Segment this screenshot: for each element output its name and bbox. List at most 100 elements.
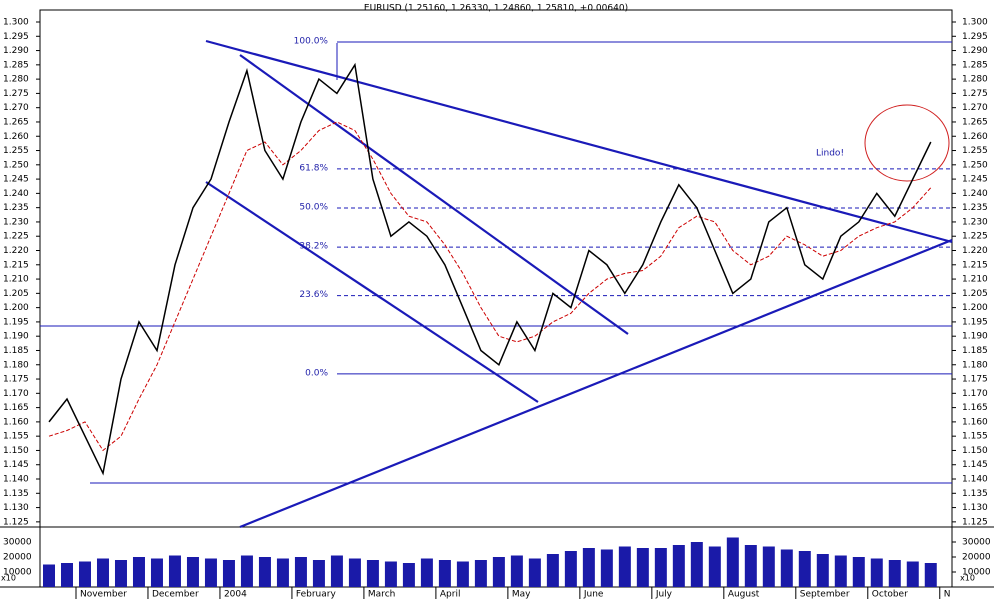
- volume-bar: [924, 563, 937, 587]
- fib-label: 100.0%: [294, 36, 329, 46]
- fib-label: 50.0%: [299, 202, 328, 212]
- volume-bar: [294, 557, 307, 587]
- y-tick-label: 1.270: [3, 103, 29, 113]
- y-tick-label: 1.260: [962, 132, 988, 142]
- y-tick-label: 1.125: [3, 517, 29, 527]
- x-tick-label: October: [872, 590, 908, 599]
- x-tick-label: 2004: [224, 590, 247, 599]
- highlight-circle: [864, 104, 950, 182]
- volume-bar: [816, 554, 829, 587]
- price-line: [48, 62, 932, 476]
- trendline: [239, 54, 629, 335]
- y-tick-label: 1.240: [962, 189, 988, 199]
- y-tick-label: 1.165: [962, 403, 988, 413]
- volume-bar: [168, 555, 181, 587]
- y-tick-label: 1.290: [3, 46, 29, 56]
- y-tick-label: 1.250: [962, 160, 988, 170]
- y-tick-label: 1.235: [962, 203, 988, 213]
- volume-bar: [870, 558, 883, 587]
- x-tick-label: March: [368, 590, 395, 599]
- volume-bar: [222, 560, 235, 587]
- volume-bar: [834, 555, 847, 587]
- y-tick-label: 1.295: [962, 32, 988, 42]
- chart-title: EURUSD (1.25160, 1.26330, 1.24860, 1.258…: [364, 4, 628, 14]
- volume-bar: [744, 545, 757, 587]
- y-tick-label: 1.135: [962, 489, 988, 499]
- volume-bar: [42, 564, 55, 587]
- trendline: [239, 238, 953, 529]
- y-tick-label: 1.185: [3, 346, 29, 356]
- y-tick-label: 1.220: [962, 246, 988, 256]
- volume-bar: [654, 548, 667, 587]
- y-tick-label: 1.180: [962, 360, 988, 370]
- volume-bar: [114, 560, 127, 587]
- volume-bar: [384, 561, 397, 587]
- volume-bar: [150, 558, 163, 587]
- y-tick-label: 1.165: [3, 403, 29, 413]
- volume-bar: [438, 560, 451, 587]
- y-tick-label: 1.210: [962, 275, 988, 285]
- y-tick-label: 1.155: [962, 432, 988, 442]
- volume-bar: [546, 554, 559, 587]
- volume-bar: [708, 546, 721, 587]
- volume-unit: x10: [960, 574, 975, 583]
- volume-bar: [78, 561, 91, 587]
- y-tick-label: 1.155: [3, 432, 29, 442]
- annotation: Lindo!: [816, 149, 844, 159]
- y-tick-label: 1.300: [962, 17, 988, 27]
- y-tick-label: 1.200: [3, 303, 29, 313]
- y-tick-label: 1.185: [962, 346, 988, 356]
- trendline: [205, 39, 953, 244]
- volume-tick-label: 30000: [962, 538, 991, 548]
- volume-bar: [510, 555, 523, 587]
- volume-bar: [276, 558, 289, 587]
- volume-bar: [906, 561, 919, 587]
- volume-bar: [474, 560, 487, 587]
- volume-unit: x10: [1, 574, 16, 583]
- y-tick-label: 1.145: [3, 460, 29, 470]
- volume-bar: [132, 557, 145, 587]
- trendline: [205, 181, 539, 403]
- y-tick-label: 1.205: [3, 289, 29, 299]
- y-tick-label: 1.240: [3, 189, 29, 199]
- y-tick-label: 1.160: [962, 417, 988, 427]
- y-tick-label: 1.225: [3, 232, 29, 242]
- fib-label: 23.6%: [299, 290, 328, 300]
- volume-bar: [348, 558, 361, 587]
- y-tick-label: 1.175: [3, 375, 29, 385]
- fib-label: 61.8%: [299, 163, 328, 173]
- y-tick-label: 1.235: [3, 203, 29, 213]
- y-tick-label: 1.280: [962, 75, 988, 85]
- y-tick-label: 1.245: [3, 175, 29, 185]
- y-tick-label: 1.300: [3, 17, 29, 27]
- volume-bar: [618, 546, 631, 587]
- volume-bar: [582, 548, 595, 587]
- volume-bar: [186, 557, 199, 587]
- volume-bar: [726, 537, 739, 587]
- y-tick-label: 1.130: [962, 503, 988, 513]
- trendlines: [205, 39, 953, 529]
- volume-bar: [672, 545, 685, 587]
- volume-tick-label: 10000: [3, 568, 32, 578]
- y-tick-label: 1.260: [3, 132, 29, 142]
- y-tick-label: 1.200: [962, 303, 988, 313]
- volume-bar: [492, 557, 505, 587]
- volume-bar: [564, 551, 577, 587]
- y-tick-label: 1.230: [962, 217, 988, 227]
- fib-label: 0.0%: [305, 368, 328, 378]
- volume-bar: [762, 546, 775, 587]
- x-tick-label: November: [80, 590, 127, 599]
- fib-label: 38.2%: [299, 242, 328, 252]
- y-tick-label: 1.160: [3, 417, 29, 427]
- y-tick-label: 1.140: [3, 475, 29, 485]
- x-tick-label: May: [512, 590, 531, 599]
- y-tick-label: 1.270: [962, 103, 988, 113]
- y-tick-label: 1.135: [3, 489, 29, 499]
- volume-tick-label: 30000: [3, 538, 32, 548]
- y-tick-label: 1.285: [962, 60, 988, 70]
- volume-bar: [258, 557, 271, 587]
- volume-bar: [240, 555, 253, 587]
- y-tick-label: 1.205: [962, 289, 988, 299]
